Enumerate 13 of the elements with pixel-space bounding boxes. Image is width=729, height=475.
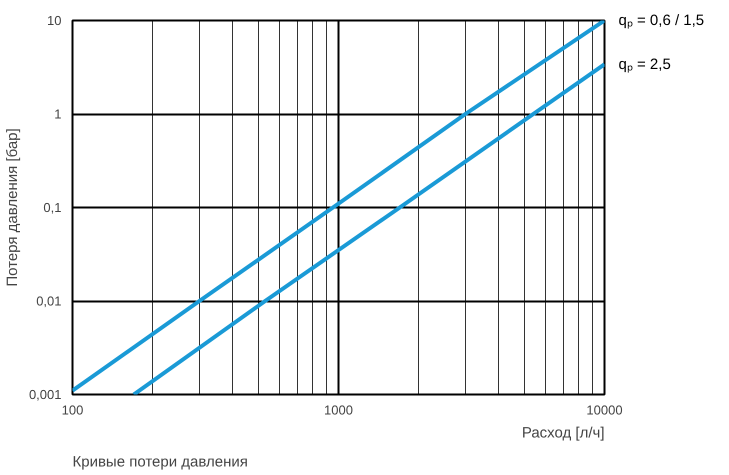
y-tick-label: 0,01	[36, 294, 62, 308]
y-tick-label: 10	[47, 13, 62, 28]
x-tick-label: 10000	[586, 402, 623, 418]
y-axis-title: Потеря давления [бар]	[4, 128, 21, 287]
x-tick-label: 100	[62, 402, 84, 418]
x-tick-label: 1000	[324, 402, 353, 418]
y-tick-label: 1	[54, 106, 62, 122]
x-axis-title: Расход [л/ч]	[522, 424, 605, 442]
y-tick-label: 0,1	[43, 200, 62, 215]
series-label: qₚ = 0,6 / 1,5	[618, 12, 704, 29]
series-label: qₚ = 2,5	[618, 56, 671, 73]
y-tick-label: 0,001	[28, 387, 62, 402]
text: Кривые потери давления	[72, 454, 248, 470]
